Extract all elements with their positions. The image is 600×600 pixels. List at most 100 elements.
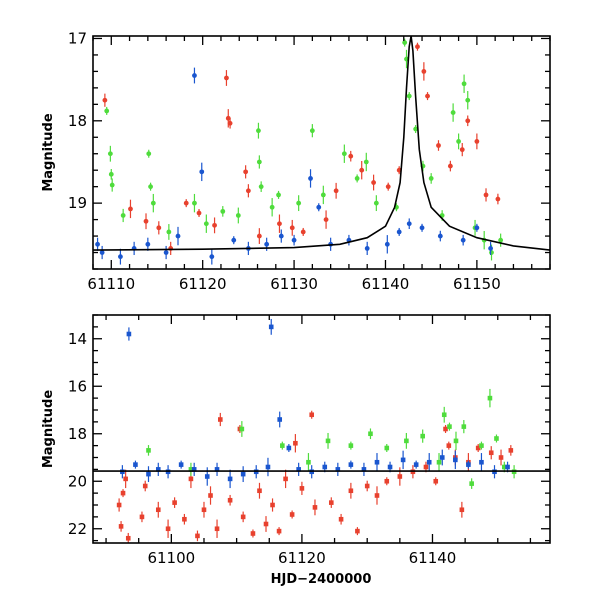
data-point-green <box>120 213 126 218</box>
data-point-green <box>487 395 493 401</box>
data-point-red <box>188 476 194 482</box>
data-point-red <box>276 528 282 534</box>
data-point-red <box>155 507 161 513</box>
data-point-red <box>299 486 305 491</box>
y-tick-label: 17 <box>68 29 87 47</box>
data-point-red <box>142 483 148 489</box>
data-point-green <box>148 184 153 190</box>
data-point-red <box>212 222 217 228</box>
data-point-green <box>461 424 467 429</box>
data-point-blue <box>488 246 493 251</box>
data-point-blue <box>286 445 292 451</box>
x-tick-label: 61150 <box>453 275 501 293</box>
data-point-green <box>489 250 494 255</box>
data-point-red <box>433 478 439 484</box>
y-tick-label: 20 <box>68 472 87 490</box>
data-point-red <box>201 507 207 513</box>
data-point-green <box>441 412 447 418</box>
data-point-red <box>385 184 391 190</box>
data-point-green <box>469 481 474 486</box>
data-point-green <box>306 459 311 465</box>
data-point-green <box>220 208 226 214</box>
data-point-blue <box>199 169 205 175</box>
x-tick-label: 61120 <box>278 549 326 567</box>
data-point-red <box>415 44 420 50</box>
data-point-red <box>436 143 441 148</box>
data-point-red <box>240 514 246 520</box>
data-point-red <box>474 138 480 144</box>
data-point-red <box>120 490 126 496</box>
data-point-green <box>256 128 261 134</box>
data-point-blue <box>419 225 425 231</box>
data-point-green <box>146 448 151 453</box>
data-point-red <box>263 521 269 527</box>
data-point-blue <box>453 457 458 463</box>
data-point-red <box>459 147 465 153</box>
data-point-red <box>250 531 256 536</box>
data-point-green <box>203 221 209 227</box>
data-point-green <box>368 431 373 437</box>
y-tick-label: 22 <box>68 520 87 538</box>
data-point-red <box>214 526 220 532</box>
data-point-blue <box>95 241 100 247</box>
data-point-blue <box>374 459 380 465</box>
data-point-red <box>289 512 295 517</box>
x-tick-label: 61120 <box>179 275 227 293</box>
data-point-green <box>192 200 197 206</box>
data-point-red <box>446 443 452 448</box>
data-point-red <box>483 192 489 198</box>
data-point-green <box>104 108 110 114</box>
data-point-red <box>196 210 202 216</box>
data-point-green <box>447 424 452 429</box>
data-point-green <box>280 443 285 448</box>
data-point-blue <box>384 241 390 247</box>
data-point-red <box>364 483 370 489</box>
data-point-green <box>479 443 484 448</box>
data-point-red <box>139 514 145 520</box>
top-y-axis-label: Magnitude <box>41 113 56 192</box>
data-point-red <box>218 417 223 422</box>
data-point-green <box>450 110 456 115</box>
data-point-red <box>312 505 318 510</box>
data-point-red <box>289 225 295 231</box>
top-model-curve <box>92 35 551 251</box>
data-point-blue <box>479 459 484 465</box>
data-point-blue <box>209 254 215 260</box>
data-point-red <box>309 412 315 418</box>
x-tick-label: 61140 <box>362 275 410 293</box>
data-point-red <box>384 478 390 484</box>
data-point-blue <box>175 233 181 239</box>
data-point-green <box>325 438 331 444</box>
data-point-blue <box>322 464 328 470</box>
data-point-green <box>256 159 262 165</box>
data-point-blue <box>413 462 419 467</box>
data-point-green <box>384 445 390 451</box>
data-point-green <box>108 171 114 177</box>
data-point-red <box>371 180 376 185</box>
bottom-y-axis-label: Magnitude <box>41 390 56 469</box>
data-point-blue <box>118 254 123 260</box>
y-tick-label: 16 <box>68 377 87 395</box>
data-point-blue <box>145 241 151 247</box>
data-point-blue <box>99 250 105 255</box>
x-tick-label: 61110 <box>87 275 135 293</box>
data-point-red <box>300 229 306 235</box>
data-point-green <box>341 151 347 157</box>
data-point-blue <box>146 471 151 477</box>
data-point-red <box>333 188 339 194</box>
data-point-green <box>413 126 419 132</box>
data-point-blue <box>240 471 246 477</box>
data-point-red <box>421 69 427 74</box>
data-point-green <box>166 229 172 235</box>
data-point-blue <box>191 467 197 472</box>
data-point-blue <box>126 331 132 337</box>
data-point-blue <box>426 459 432 465</box>
data-point-blue <box>400 457 406 463</box>
data-point-red <box>256 233 262 239</box>
data-point-blue <box>277 417 283 422</box>
data-point-red <box>498 455 504 460</box>
data-point-green <box>309 128 315 134</box>
data-point-red <box>224 75 229 81</box>
data-point-red <box>359 167 365 173</box>
data-point-green <box>404 438 409 444</box>
